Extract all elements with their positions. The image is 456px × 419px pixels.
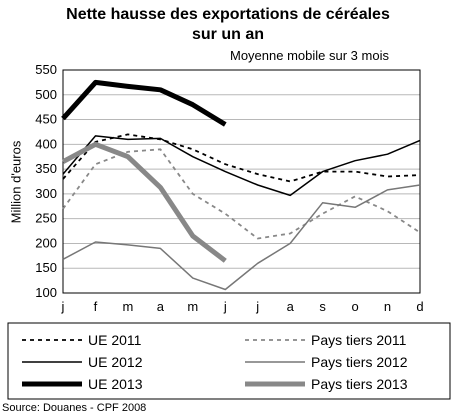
x-tick-label: m (122, 299, 133, 314)
x-tick-label: a (157, 299, 165, 314)
legend-label: UE 2011 (88, 332, 142, 348)
x-tick-label: m (187, 299, 198, 314)
legend-label: UE 2012 (88, 354, 143, 370)
y-tick-label: 150 (35, 260, 57, 275)
x-tick-label: o (351, 299, 358, 314)
y-tick-label: 500 (35, 87, 57, 102)
y-tick-label: 250 (35, 211, 57, 226)
x-tick-label: j (223, 299, 227, 314)
series-line-ue-2013 (61, 79, 227, 127)
x-tick-label: n (384, 299, 391, 314)
source-note: Source: Douanes - CPF 2008 (2, 402, 147, 414)
series-line-pays-tiers-2012 (62, 184, 421, 291)
y-tick-label: 100 (35, 285, 57, 300)
chart-title-line2: sur un an (191, 26, 264, 43)
series-line-ue-2011 (62, 133, 421, 183)
legend-box (7, 322, 451, 400)
series-line-pays-tiers-2013 (61, 141, 227, 263)
legend-label: Pays tiers 2013 (311, 376, 408, 392)
legend-label: Pays tiers 2011 (311, 332, 407, 348)
y-tick-label: 200 (35, 235, 57, 250)
plot-frame (62, 69, 421, 294)
chart-title-line1: Nette hausse des exportations de céréale… (66, 6, 390, 23)
y-tick-label: 450 (35, 112, 57, 127)
chart-subtitle: Moyenne mobile sur 3 mois (230, 48, 389, 63)
y-tick-label: 550 (35, 62, 57, 77)
y-tick-label: 400 (35, 136, 57, 151)
x-tick-label: s (319, 299, 326, 314)
series-line-pays-tiers-2011 (62, 148, 421, 240)
x-tick-label: j (255, 299, 259, 314)
legend-label: UE 2013 (88, 376, 143, 392)
x-tick-label: a (287, 299, 295, 314)
x-tick-label: d (416, 299, 423, 314)
x-tick-label: j (61, 299, 65, 314)
y-tick-label: 350 (35, 161, 57, 176)
y-tick-label: 300 (35, 186, 57, 201)
x-tick-label: f (94, 299, 98, 314)
legend-label: Pays tiers 2012 (311, 354, 408, 370)
series-line-ue-2012 (62, 135, 421, 197)
